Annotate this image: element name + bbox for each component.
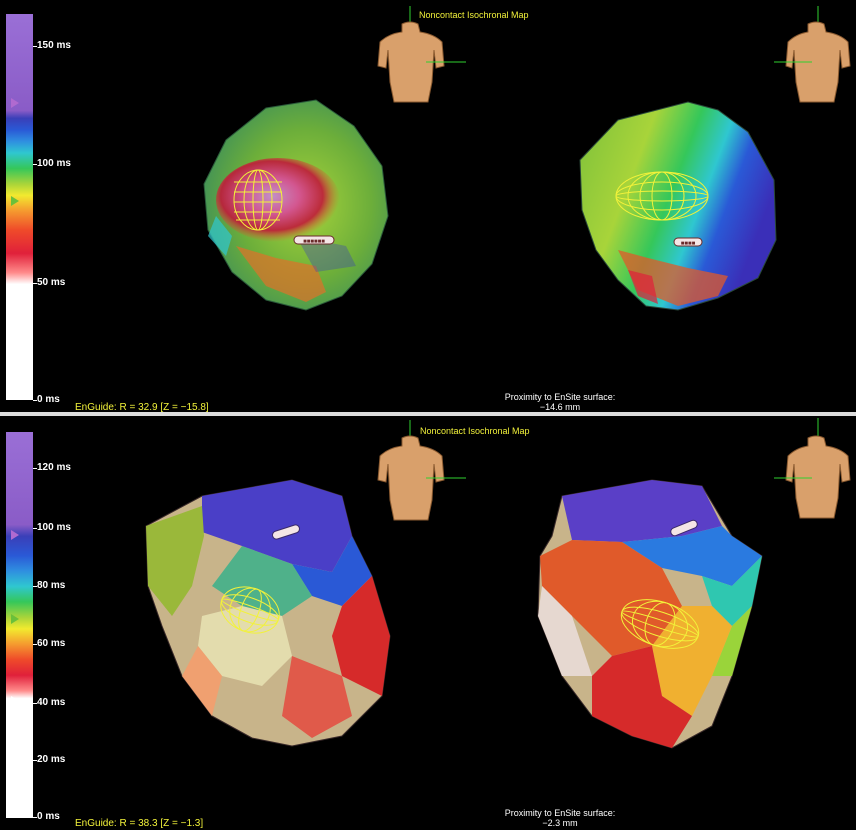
torso-icon[interactable] xyxy=(772,418,856,522)
torso-icon[interactable] xyxy=(372,420,468,524)
enguide-readout: EnGuide: R = 38.3 [Z = −1.3] xyxy=(75,818,204,829)
panel-divider xyxy=(0,412,856,416)
scale-slider-handle-early[interactable] xyxy=(11,286,19,296)
electrode-label-icon xyxy=(271,524,301,540)
electrode-label-icon xyxy=(673,237,703,247)
isochronal-map-panel-bottom: 120 ms 100 ms 80 ms 60 ms 40 ms 20 ms 0 … xyxy=(0,416,856,830)
svg-text:■■■■■■: ■■■■■■ xyxy=(303,239,325,245)
electrode-label-icon xyxy=(293,235,335,245)
svg-text:■■■■: ■■■■ xyxy=(681,241,696,247)
scale-label: 100 ms xyxy=(37,522,71,533)
isochronal-map-panel-top: 150 ms 100 ms 50 ms 0 ms Noncontact Isoc… xyxy=(0,0,856,412)
scale-label: 120 ms xyxy=(37,462,71,473)
scale-label: 0 ms xyxy=(37,811,60,822)
heart-map-left-view[interactable] xyxy=(142,476,396,748)
heart-map-right-view[interactable] xyxy=(532,476,782,756)
proximity-value: −14.6 mm xyxy=(539,402,581,412)
scale-slider-handle-mid[interactable] xyxy=(11,614,19,624)
scale-label: 100 ms xyxy=(37,158,71,169)
proximity-label: Proximity to EnSite surface: xyxy=(504,808,616,818)
map-title: Noncontact Isochronal Map xyxy=(419,10,529,20)
enguide-readout: EnGuide: R = 32.9 [Z = −15.8] xyxy=(75,402,209,412)
proximity-value: −2.3 mm xyxy=(542,818,578,828)
color-scale-bar xyxy=(6,14,33,400)
scale-label: 60 ms xyxy=(37,638,66,649)
scale-slider-handle-mid[interactable] xyxy=(11,196,19,206)
heart-map-left-view[interactable]: ■■■■■■ xyxy=(196,96,394,314)
scale-label: 150 ms xyxy=(37,40,71,51)
torso-icon[interactable] xyxy=(772,6,856,106)
scale-label: 80 ms xyxy=(37,580,66,591)
balloon-catheter-icon xyxy=(220,586,280,634)
proximity-label: Proximity to EnSite surface: xyxy=(504,392,616,402)
scale-slider-handle-late[interactable] xyxy=(11,530,19,540)
scale-label: 20 ms xyxy=(37,754,66,765)
balloon-catheter-icon xyxy=(615,171,709,221)
proximity-readout: Proximity to EnSite surface: −2.3 mm xyxy=(490,808,630,828)
balloon-catheter-icon xyxy=(233,169,283,231)
scale-label: 40 ms xyxy=(37,697,66,708)
scale-slider-handle-late[interactable] xyxy=(11,98,19,108)
scale-label: 0 ms xyxy=(37,394,60,405)
scale-label: 50 ms xyxy=(37,277,66,288)
torso-icon[interactable] xyxy=(372,6,468,106)
electrode-label-icon xyxy=(670,519,698,537)
map-title: Noncontact Isochronal Map xyxy=(420,426,530,436)
proximity-readout: Proximity to EnSite surface: −14.6 mm xyxy=(490,392,630,412)
balloon-catheter-icon xyxy=(620,599,700,649)
heart-map-right-view[interactable]: ■■■■ xyxy=(578,100,782,312)
color-scale-bar xyxy=(6,432,33,818)
scale-slider-handle-early[interactable] xyxy=(11,696,19,706)
